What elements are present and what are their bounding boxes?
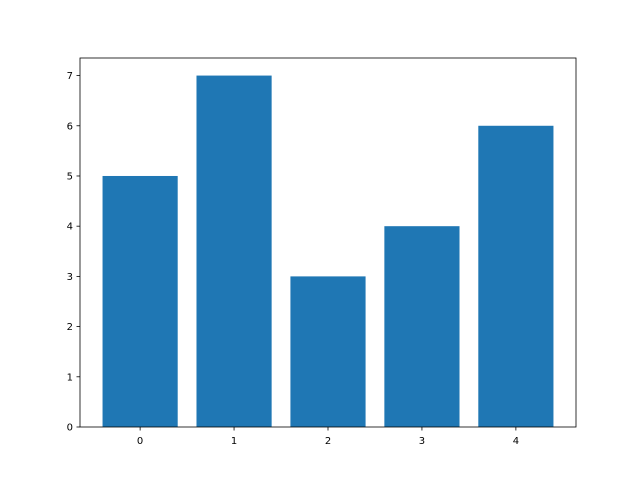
y-tick-label: 7 xyxy=(67,71,73,82)
x-tick-label: 4 xyxy=(513,436,519,447)
bar-2 xyxy=(290,276,366,427)
x-tick-label: 0 xyxy=(137,436,143,447)
x-tick-label: 3 xyxy=(419,436,425,447)
x-tick-label: 1 xyxy=(231,436,237,447)
y-tick-label: 3 xyxy=(67,272,73,283)
x-tick-label: 2 xyxy=(325,436,331,447)
y-axis: 0 1 2 3 4 5 6 7 xyxy=(67,71,80,434)
x-axis: 0 1 2 3 4 xyxy=(137,427,519,447)
bar-4 xyxy=(478,125,554,427)
bars xyxy=(102,75,554,428)
y-tick-label: 6 xyxy=(67,121,73,132)
y-tick-label: 4 xyxy=(67,222,73,233)
axes-frame xyxy=(79,57,577,428)
bar-3 xyxy=(384,226,460,427)
y-tick-label: 5 xyxy=(67,171,73,182)
bar-1 xyxy=(196,75,272,428)
y-tick-label: 0 xyxy=(67,423,73,434)
bar-0 xyxy=(102,175,178,427)
y-tick-label: 2 xyxy=(67,322,73,333)
y-tick-label: 1 xyxy=(67,372,73,383)
